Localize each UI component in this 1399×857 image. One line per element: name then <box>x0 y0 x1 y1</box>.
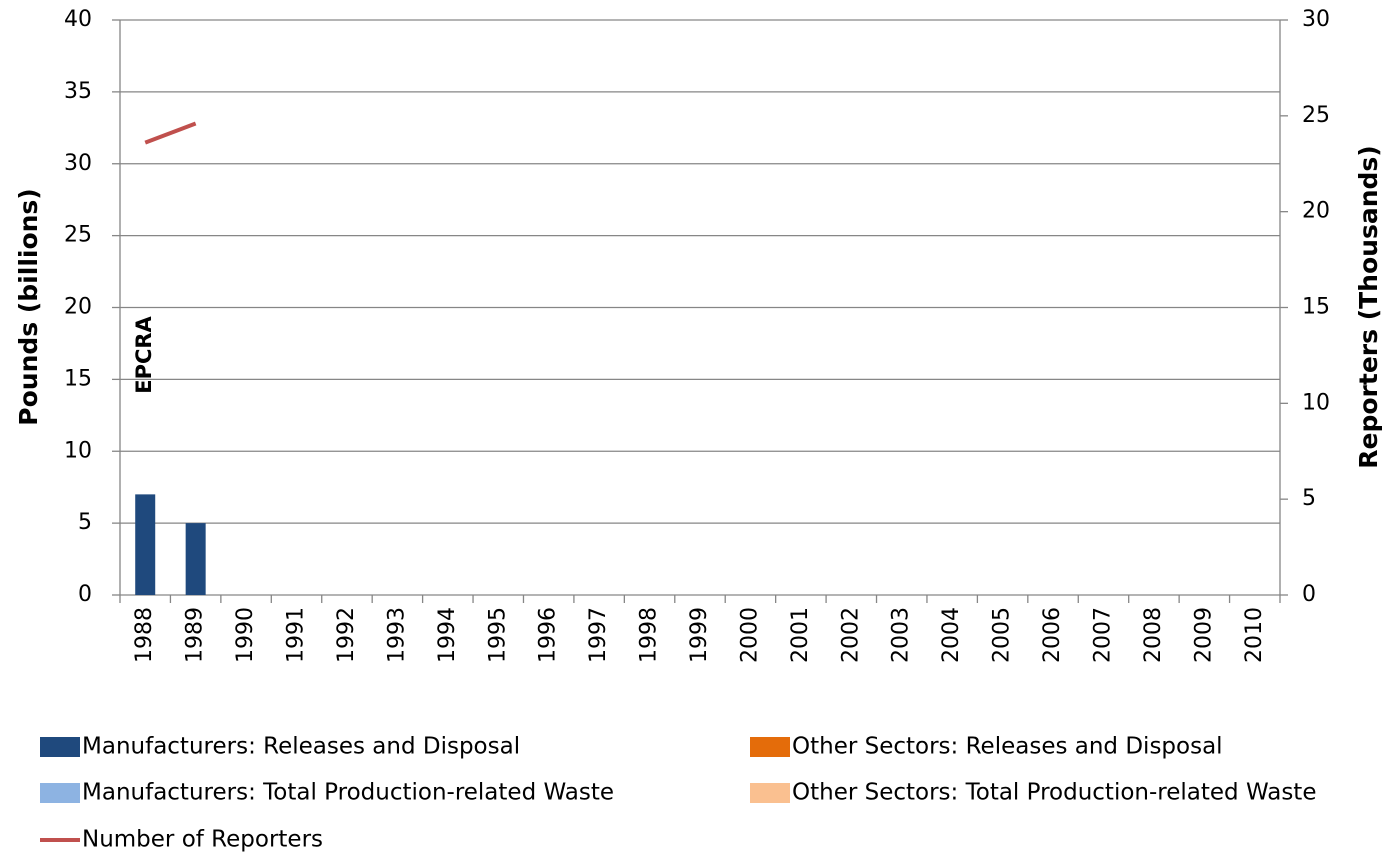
bar <box>135 494 156 595</box>
y2-tick-label: 20 <box>1302 199 1330 224</box>
x-tick-label: 2004 <box>939 607 964 663</box>
x-tick-label: 1994 <box>435 607 460 663</box>
x-tick-label: 1997 <box>586 607 611 663</box>
x-tick-label: 2009 <box>1191 607 1216 663</box>
x-tick-label: 2003 <box>889 607 914 663</box>
x-tick-label: 1995 <box>485 607 510 663</box>
annotation: EPCRA <box>132 315 156 393</box>
y-tick-label: 15 <box>64 366 92 391</box>
x-tick-label: 1991 <box>284 607 309 663</box>
legend-label: Other Sectors: Releases and Disposal <box>792 734 1223 760</box>
x-tick-label: 2000 <box>737 607 762 663</box>
y-tick-label: 10 <box>64 438 92 463</box>
x-tick-label: 1990 <box>233 607 258 663</box>
x-tick-label: 1989 <box>183 607 208 663</box>
y2-tick-label: 10 <box>1302 390 1330 415</box>
y-tick-label: 5 <box>78 510 92 535</box>
x-tick-label: 1998 <box>637 607 662 663</box>
legend-label: Other Sectors: Total Production-related … <box>792 780 1316 806</box>
y2-tick-label: 25 <box>1302 103 1330 128</box>
x-tick-label: 2005 <box>990 607 1015 663</box>
legend-swatch <box>750 737 790 757</box>
x-tick-label: 1993 <box>384 607 409 663</box>
y-tick-label: 30 <box>64 151 92 176</box>
y2-axis-title: Reporters (Thousands) <box>1354 145 1383 468</box>
y-tick-label: 25 <box>64 223 92 248</box>
x-tick-label: 1988 <box>132 607 157 663</box>
x-tick-label: 1996 <box>536 607 561 663</box>
x-tick-label: 2002 <box>838 607 863 663</box>
y2-tick-label: 30 <box>1302 7 1330 32</box>
legend-label: Number of Reporters <box>82 827 323 853</box>
y-tick-label: 20 <box>64 295 92 320</box>
legend-swatch <box>750 783 790 803</box>
x-tick-label: 1992 <box>334 607 359 663</box>
y-axis-title: Pounds (billions) <box>14 188 43 425</box>
x-tick-label: 1999 <box>687 607 712 663</box>
bar <box>185 523 206 595</box>
legend-swatch <box>40 737 80 757</box>
y-tick-label: 0 <box>78 582 92 607</box>
legend-label: Manufacturers: Total Production-related … <box>82 780 614 806</box>
x-tick-label: 2010 <box>1242 607 1267 663</box>
x-tick-label: 2007 <box>1090 607 1115 663</box>
y-tick-label: 40 <box>64 7 92 32</box>
y2-tick-label: 15 <box>1302 295 1330 320</box>
legend-label: Manufacturers: Releases and Disposal <box>82 734 520 760</box>
line <box>144 121 197 145</box>
y2-tick-label: 0 <box>1302 582 1316 607</box>
legend-swatch <box>40 783 80 803</box>
x-tick-label: 2001 <box>788 607 813 663</box>
y-tick-label: 35 <box>64 79 92 104</box>
y2-tick-label: 5 <box>1302 486 1316 511</box>
x-tick-label: 2006 <box>1040 607 1065 663</box>
x-tick-label: 2008 <box>1141 607 1166 663</box>
